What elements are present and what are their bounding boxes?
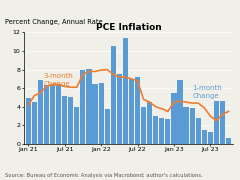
Bar: [214, 101, 219, 144]
Bar: [111, 46, 116, 144]
Bar: [135, 77, 140, 144]
Bar: [226, 138, 231, 144]
Bar: [165, 119, 170, 144]
Bar: [86, 69, 91, 144]
Text: Percent Change, Annual Rate: Percent Change, Annual Rate: [5, 19, 102, 25]
Bar: [32, 102, 37, 144]
Bar: [208, 132, 213, 144]
Bar: [92, 84, 98, 144]
Bar: [50, 84, 55, 144]
Bar: [98, 83, 104, 144]
Bar: [62, 96, 67, 144]
Bar: [80, 70, 85, 144]
Bar: [105, 109, 110, 144]
Text: 3-month
Change: 3-month Change: [43, 73, 73, 87]
Bar: [123, 38, 128, 144]
Bar: [129, 79, 134, 144]
Bar: [117, 74, 122, 144]
Bar: [171, 93, 176, 144]
Text: Source: Bureau of Economic Analysis via Macrobond; author's calculations.: Source: Bureau of Economic Analysis via …: [5, 173, 203, 178]
Bar: [56, 84, 61, 144]
Bar: [202, 130, 207, 144]
Text: 1-month
Change: 1-month Change: [192, 85, 222, 99]
Bar: [38, 80, 43, 144]
Bar: [74, 107, 79, 144]
Bar: [147, 102, 152, 144]
Bar: [141, 107, 146, 144]
Bar: [68, 96, 73, 144]
Bar: [153, 116, 158, 144]
Title: PCE Inflation: PCE Inflation: [96, 23, 161, 32]
Bar: [184, 107, 189, 144]
Bar: [220, 101, 225, 144]
Bar: [44, 85, 49, 144]
Bar: [159, 118, 164, 144]
Bar: [177, 80, 183, 144]
Bar: [190, 108, 195, 144]
Bar: [196, 118, 201, 144]
Bar: [26, 98, 31, 144]
